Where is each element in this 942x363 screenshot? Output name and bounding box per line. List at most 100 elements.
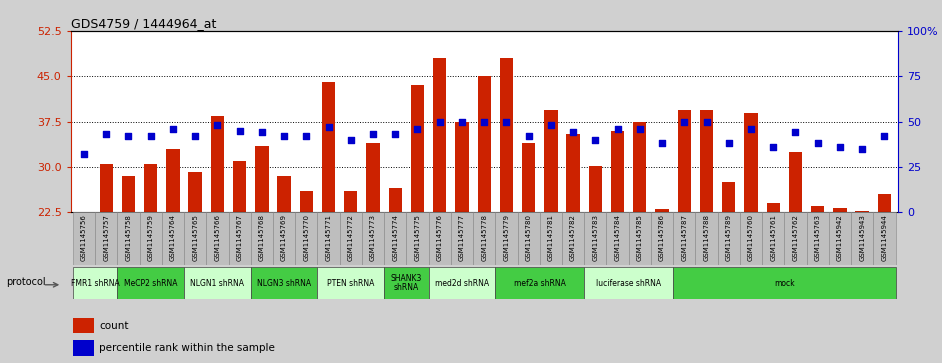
- Bar: [118, 268, 184, 299]
- Text: GSM1145773: GSM1145773: [370, 214, 376, 261]
- Point: [632, 126, 647, 132]
- Bar: [611, 131, 625, 212]
- Bar: [300, 191, 313, 212]
- Bar: [229, 212, 251, 265]
- Point: [833, 144, 848, 150]
- Point: [254, 130, 269, 135]
- Bar: [251, 268, 317, 299]
- Bar: [500, 58, 513, 212]
- Text: GDS4759 / 1444964_at: GDS4759 / 1444964_at: [71, 17, 216, 30]
- Bar: [873, 212, 896, 265]
- Text: GSM1145760: GSM1145760: [748, 214, 754, 261]
- Text: GSM1145777: GSM1145777: [459, 214, 465, 261]
- Point: [454, 119, 469, 125]
- Bar: [762, 212, 785, 265]
- Bar: [162, 212, 184, 265]
- Bar: [878, 194, 891, 212]
- Bar: [429, 212, 451, 265]
- Bar: [144, 164, 157, 212]
- Text: GSM1145757: GSM1145757: [104, 214, 109, 261]
- Bar: [184, 212, 206, 265]
- Bar: [607, 212, 628, 265]
- Text: PTEN shRNA: PTEN shRNA: [327, 279, 375, 287]
- Bar: [166, 149, 180, 212]
- Point: [432, 119, 447, 125]
- Point: [321, 124, 336, 130]
- Bar: [118, 212, 139, 265]
- Bar: [277, 176, 291, 212]
- Bar: [273, 212, 295, 265]
- Bar: [73, 212, 95, 265]
- Point: [99, 131, 114, 137]
- Bar: [473, 212, 495, 265]
- Bar: [656, 209, 669, 212]
- Bar: [834, 208, 847, 212]
- Bar: [317, 268, 384, 299]
- Text: GSM1145780: GSM1145780: [526, 214, 531, 261]
- Bar: [540, 212, 562, 265]
- Point: [722, 140, 737, 146]
- Point: [121, 133, 136, 139]
- Point: [143, 133, 158, 139]
- Point: [676, 119, 691, 125]
- Text: percentile rank within the sample: percentile rank within the sample: [99, 343, 275, 353]
- Text: count: count: [99, 321, 128, 331]
- Text: NLGN1 shRNA: NLGN1 shRNA: [190, 279, 244, 287]
- Point: [232, 128, 247, 134]
- Text: GSM1145771: GSM1145771: [326, 214, 332, 261]
- Bar: [855, 211, 869, 212]
- Text: GSM1145767: GSM1145767: [236, 214, 243, 261]
- Bar: [406, 212, 429, 265]
- Text: mock: mock: [774, 279, 795, 287]
- Text: GSM1145783: GSM1145783: [593, 214, 598, 261]
- Point: [210, 122, 225, 128]
- Text: GSM1145782: GSM1145782: [570, 214, 577, 261]
- Point: [521, 133, 536, 139]
- Text: GSM1145769: GSM1145769: [281, 214, 287, 261]
- Text: GSM1145789: GSM1145789: [725, 214, 732, 261]
- Text: med2d shRNA: med2d shRNA: [435, 279, 489, 287]
- Bar: [785, 212, 806, 265]
- Bar: [455, 122, 468, 212]
- Point: [76, 151, 91, 157]
- Bar: [384, 212, 406, 265]
- Text: luciferase shRNA: luciferase shRNA: [596, 279, 661, 287]
- Text: GSM1145758: GSM1145758: [125, 214, 132, 261]
- Bar: [317, 212, 340, 265]
- Bar: [628, 212, 651, 265]
- Bar: [366, 143, 380, 212]
- Text: SHANK3
shRNA: SHANK3 shRNA: [391, 274, 422, 293]
- Bar: [233, 161, 246, 212]
- Bar: [95, 212, 118, 265]
- Bar: [139, 212, 162, 265]
- Text: GSM1145759: GSM1145759: [148, 214, 154, 261]
- Point: [343, 137, 358, 143]
- Text: mef2a shRNA: mef2a shRNA: [513, 279, 566, 287]
- Point: [877, 133, 892, 139]
- Point: [854, 146, 869, 152]
- Bar: [251, 212, 273, 265]
- Bar: [206, 212, 229, 265]
- Text: protocol: protocol: [6, 277, 45, 286]
- Text: GSM1145761: GSM1145761: [771, 214, 776, 261]
- Bar: [806, 212, 829, 265]
- Bar: [674, 212, 695, 265]
- Text: GSM1145764: GSM1145764: [170, 214, 176, 261]
- Bar: [674, 268, 896, 299]
- Bar: [451, 212, 473, 265]
- Bar: [362, 212, 384, 265]
- Bar: [651, 212, 674, 265]
- Bar: [184, 268, 251, 299]
- Bar: [384, 268, 429, 299]
- Point: [388, 131, 403, 137]
- Bar: [723, 182, 736, 212]
- Bar: [562, 212, 584, 265]
- Bar: [495, 268, 584, 299]
- Point: [788, 130, 803, 135]
- Point: [499, 119, 514, 125]
- Bar: [73, 340, 94, 356]
- Text: GSM1145784: GSM1145784: [614, 214, 621, 261]
- Bar: [73, 318, 94, 333]
- Bar: [100, 164, 113, 212]
- Text: GSM1145768: GSM1145768: [259, 214, 265, 261]
